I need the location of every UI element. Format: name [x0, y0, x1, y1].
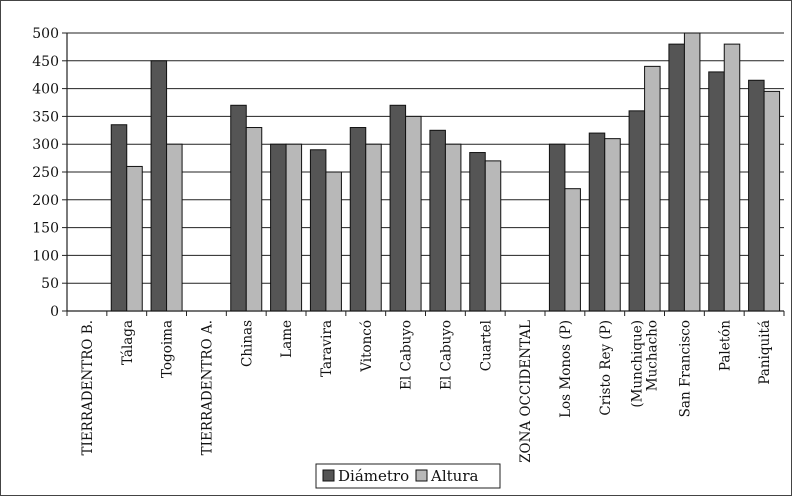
- bar-diametro: [588, 132, 606, 312]
- y-tick-label: 350: [32, 109, 59, 125]
- bar-altura: [763, 90, 781, 312]
- bar-altura: [166, 143, 183, 312]
- bar-diametro: [429, 129, 446, 312]
- bar-altura: [325, 171, 342, 312]
- bar-altura: [644, 65, 661, 312]
- x-tick-label: (Munchique)Muchacho: [630, 320, 661, 408]
- bar-altura: [365, 143, 382, 312]
- x-tick-label: Togoima: [160, 320, 176, 378]
- x-tick-label: Los Monos (P): [558, 320, 574, 418]
- x-tick-label: TIERRADENTRO A.: [199, 320, 215, 455]
- y-tick-label: 50: [41, 276, 59, 292]
- x-tick-label: Cuartel: [478, 320, 494, 371]
- x-tick-label: TIERRADENTRO B.: [80, 320, 96, 456]
- bar-diametro: [548, 143, 566, 312]
- y-tick-label: 0: [50, 304, 59, 320]
- y-tick-label: 250: [32, 165, 59, 181]
- bar-diametro: [708, 71, 725, 312]
- bar-diametro: [469, 152, 486, 312]
- x-tick-label: ZONA OCCIDENTAL: [518, 320, 534, 463]
- x-tick-label: Vitoncó: [359, 320, 375, 373]
- x-tick-label: Paletón: [717, 320, 733, 371]
- bar-altura: [444, 143, 462, 312]
- bar-altura: [723, 43, 741, 312]
- bar-diametro: [668, 43, 685, 312]
- x-tick-label: San Francisco: [677, 320, 693, 417]
- bar-diametro: [270, 143, 287, 312]
- bar-altura: [683, 32, 701, 312]
- x-tick-label: Taravira: [319, 320, 335, 377]
- bar-diametro: [110, 124, 128, 312]
- legend-swatch: [322, 469, 335, 482]
- bar-diametro: [748, 79, 765, 312]
- bar-diametro: [389, 104, 407, 312]
- legend-box: [315, 463, 501, 489]
- x-tick-label: Paniquitá: [757, 320, 773, 385]
- x-tick-label: Cristo Rey (P): [598, 320, 614, 416]
- bar-diametro: [349, 127, 367, 312]
- bar-diametro: [150, 60, 168, 312]
- legend-swatch: [415, 469, 428, 482]
- y-tick-label: 400: [32, 82, 59, 98]
- bar-altura: [405, 115, 422, 312]
- bar-diametro: [309, 149, 327, 312]
- bar-altura: [245, 127, 263, 312]
- y-tick-label: 500: [32, 26, 59, 42]
- x-tick-label: El Cabuyo: [399, 320, 415, 390]
- x-tick-label: Chinas: [239, 320, 255, 367]
- bar-altura: [285, 143, 303, 312]
- y-tick-label: 300: [32, 137, 59, 153]
- bar-altura: [564, 188, 581, 312]
- y-tick-label: 450: [32, 54, 59, 70]
- y-tick-label: 100: [32, 248, 59, 264]
- legend-label: Altura: [430, 467, 478, 485]
- bar-diametro: [628, 110, 646, 312]
- legend-label: Diámetro: [338, 467, 409, 485]
- bar-altura: [484, 160, 502, 312]
- x-tick-label: Lame: [279, 320, 295, 358]
- bar-altura: [604, 138, 621, 312]
- y-tick-label: 200: [32, 193, 59, 209]
- x-tick-label: Tálaga: [120, 320, 136, 365]
- y-tick-label: 150: [32, 221, 59, 237]
- bar-diametro: [230, 104, 247, 312]
- bar-altura: [126, 165, 143, 312]
- x-tick-label: El Cabuyo: [438, 320, 454, 390]
